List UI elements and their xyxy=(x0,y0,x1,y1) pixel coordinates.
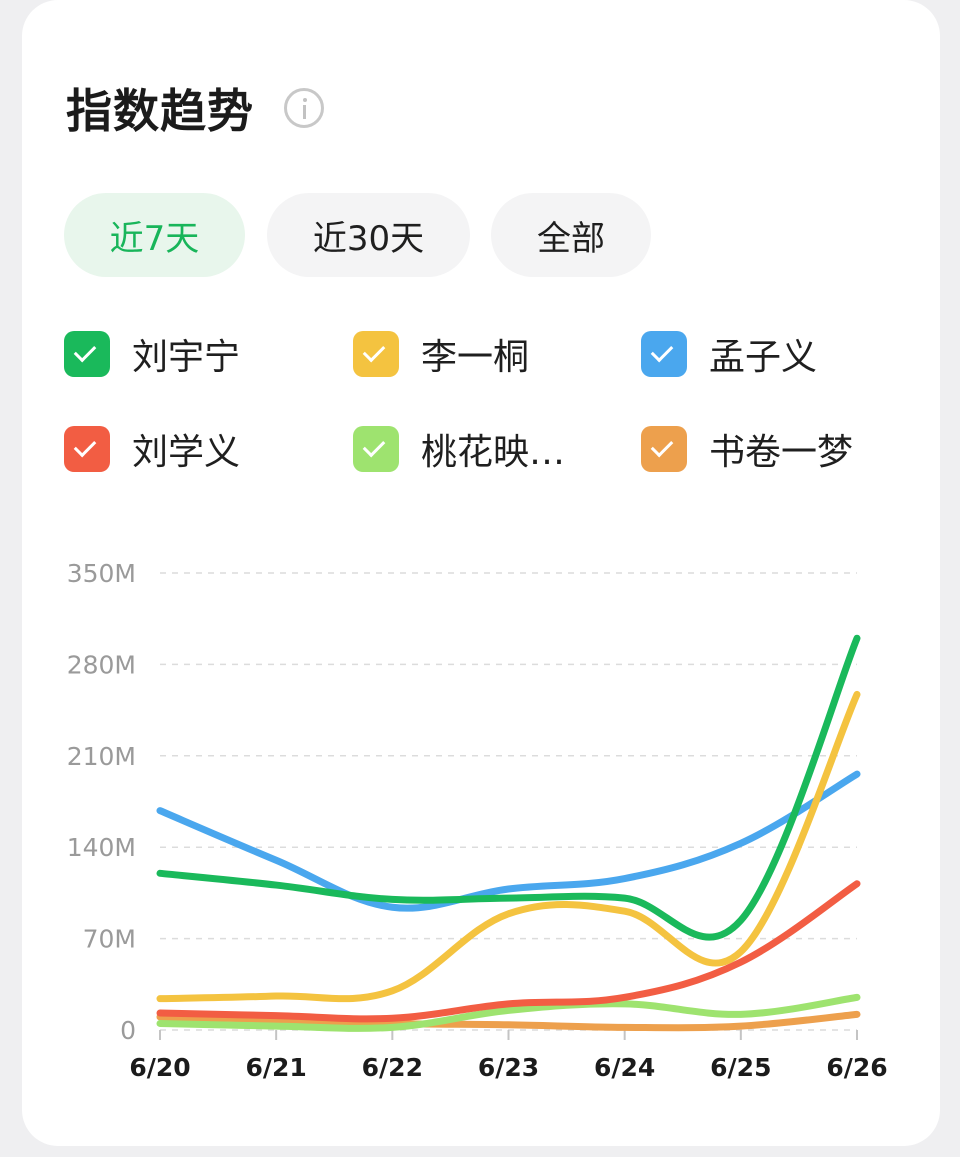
legend-label: 刘宇宁 xyxy=(132,337,241,378)
x-tick-label: 6/24 xyxy=(594,1053,655,1082)
legend-label: 书卷一梦 xyxy=(709,432,854,473)
series-line-5 xyxy=(156,1010,861,1032)
legend-label: 桃花映… xyxy=(421,432,566,473)
y-tick-label: 70M xyxy=(83,925,136,954)
series-line-0 xyxy=(156,634,861,941)
x-tick-label: 6/26 xyxy=(826,1053,887,1082)
legend-item-meng-ziyi[interactable]: 孟子义 xyxy=(641,329,817,379)
checkbox-checked-icon[interactable] xyxy=(64,331,110,377)
y-tick-label: 0 xyxy=(120,1016,136,1045)
range-7-days[interactable]: 近7天 xyxy=(64,193,245,277)
checkbox-checked-icon[interactable] xyxy=(353,331,399,377)
checkbox-checked-icon[interactable] xyxy=(64,426,110,472)
legend-item-li-yitong[interactable]: 李一桐 xyxy=(353,329,529,379)
x-tick-label: 6/25 xyxy=(710,1053,771,1082)
x-tick-label: 6/22 xyxy=(362,1053,423,1082)
y-tick-label: 210M xyxy=(67,742,136,771)
legend-label: 刘学义 xyxy=(132,432,241,473)
checkbox-checked-icon[interactable] xyxy=(353,426,399,472)
legend-item-shujuan[interactable]: 书卷一梦 xyxy=(641,424,853,474)
series-line-4 xyxy=(156,993,861,1032)
series-line-3 xyxy=(156,880,861,1023)
legend-label: 李一桐 xyxy=(421,337,530,378)
range-30-days[interactable]: 近30天 xyxy=(267,193,470,277)
checkbox-checked-icon[interactable] xyxy=(641,426,687,472)
x-tick-label: 6/23 xyxy=(478,1053,539,1082)
series-line-2 xyxy=(156,770,861,912)
title-row: 指数趋势 xyxy=(66,76,324,140)
checkbox-checked-icon[interactable] xyxy=(641,331,687,377)
y-tick-label: 350M xyxy=(67,559,136,588)
y-tick-label: 280M xyxy=(67,650,136,679)
info-icon[interactable] xyxy=(284,88,324,128)
legend-label: 孟子义 xyxy=(709,337,818,378)
y-tick-label: 140M xyxy=(67,833,136,862)
legend-item-liu-yuning[interactable]: 刘宇宁 xyxy=(64,329,240,379)
legend-item-taohua[interactable]: 桃花映… xyxy=(353,424,565,474)
x-tick-label: 6/20 xyxy=(129,1053,190,1082)
range-all[interactable]: 全部 xyxy=(491,193,651,277)
page-title: 指数趋势 xyxy=(66,84,254,138)
series-line-1 xyxy=(156,690,861,1003)
legend-item-liu-xueyi[interactable]: 刘学义 xyxy=(64,424,240,474)
x-tick-label: 6/21 xyxy=(246,1053,307,1082)
